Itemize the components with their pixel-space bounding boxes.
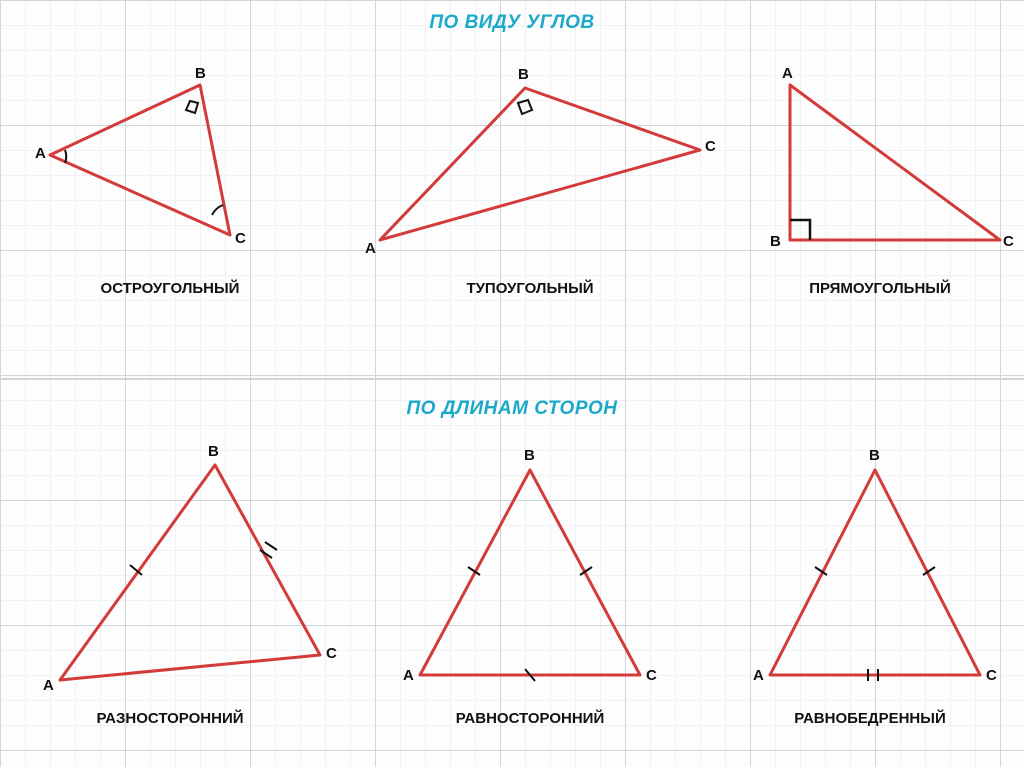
vertex-label: B [770, 233, 781, 250]
caption-acute: ОСТРОУГОЛЬНЫЙ [60, 280, 280, 297]
angle-arc [212, 205, 223, 215]
angle-marker [186, 101, 198, 113]
section-title-sides: ПО ДЛИНАМ СТОРОН [0, 398, 1024, 420]
triangle-isosceles [750, 445, 1000, 705]
section-title-angles: ПО ВИДУ УГЛОВ [0, 12, 1024, 34]
angle-marker [518, 100, 532, 114]
triangle-obtuse-poly [380, 88, 700, 240]
vertex-label: C [1003, 233, 1014, 250]
angle-arc [65, 150, 66, 163]
caption-scalene: РАЗНОСТОРОННИЙ [60, 710, 280, 727]
caption-isosceles: РАВНОБЕДРЕННЫЙ [760, 710, 980, 727]
diagram-page: ПО ВИДУ УГЛОВ ПО ДЛИНАМ СТОРОН A B C ОСТ… [0, 0, 1024, 767]
tick [265, 542, 277, 550]
vertex-label: B [869, 447, 880, 464]
triangle-scalene [40, 445, 330, 705]
triangle-right-poly [790, 85, 1000, 240]
vertex-label: B [518, 66, 529, 83]
triangle-right [760, 65, 1020, 265]
vertex-label: A [753, 667, 764, 684]
caption-equilateral: РАВНОСТОРОННИЙ [420, 710, 640, 727]
vertex-label: C [235, 230, 246, 247]
vertex-label: C [705, 138, 716, 155]
triangle-obtuse [370, 70, 720, 270]
vertex-label: B [195, 65, 206, 82]
right-angle-marker [790, 220, 810, 240]
section-divider [0, 378, 1024, 380]
triangle-equilateral-poly [420, 470, 640, 675]
caption-obtuse: ТУПОУГОЛЬНЫЙ [420, 280, 640, 297]
vertex-label: B [208, 443, 219, 460]
triangle-equilateral [400, 445, 660, 705]
vertex-label: A [35, 145, 46, 162]
vertex-label: C [326, 645, 337, 662]
vertex-label: A [403, 667, 414, 684]
vertex-label: A [43, 677, 54, 694]
vertex-label: A [365, 240, 376, 257]
triangle-acute-poly [50, 85, 230, 235]
triangle-isosceles-poly [770, 470, 980, 675]
triangle-scalene-poly [60, 465, 320, 680]
vertex-label: C [646, 667, 657, 684]
caption-right: ПРЯМОУГОЛЬНЫЙ [770, 280, 990, 297]
vertex-label: B [524, 447, 535, 464]
vertex-label: A [782, 65, 793, 82]
vertex-label: C [986, 667, 997, 684]
